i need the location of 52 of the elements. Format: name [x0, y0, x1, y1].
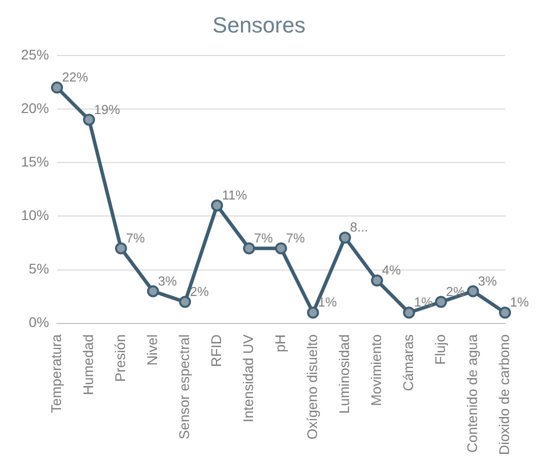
y-tick-label: 0% [28, 314, 50, 330]
x-tick-label: RFID [208, 334, 224, 368]
data-label: 11% [222, 188, 248, 203]
data-label: 7% [126, 230, 146, 246]
data-label: 7% [286, 230, 306, 246]
x-tick-label: Temperatura [48, 334, 64, 413]
y-tick-label: 15% [20, 153, 50, 170]
point [115, 242, 128, 254]
y-tick-label: 10% [20, 207, 50, 224]
x-tick-label: Oxígeno disuelto [304, 334, 320, 440]
point [83, 114, 96, 126]
y-tick-label: 25% [20, 46, 50, 62]
data-label: 2% [446, 284, 466, 300]
data-label: 3% [478, 273, 498, 288]
x-tick-label: Movimiento [368, 334, 384, 406]
y-tick-label: 20% [20, 100, 50, 116]
point [499, 306, 511, 319]
point [435, 296, 448, 308]
x-tick-label: Dioxido de carbono [496, 334, 512, 456]
data-label: 1% [318, 294, 338, 310]
x-tick-label: pH [272, 334, 288, 352]
x-tick-label: Contenido de agua [464, 334, 480, 453]
x-tick-label: Presión [112, 334, 128, 382]
point [371, 274, 384, 286]
data-label: 1% [510, 294, 530, 310]
x-tick-label: Luminosidad [336, 334, 352, 414]
point [467, 285, 479, 298]
x-tick-label: Sensor espectral [176, 334, 192, 440]
point [179, 296, 192, 308]
point [403, 306, 416, 319]
y-tick-label: 5% [28, 260, 50, 277]
x-tick-label: Nivel [144, 334, 160, 366]
x-tick-label: Intensidad UV [240, 334, 256, 422]
data-label: 19% [94, 102, 120, 117]
point [339, 232, 352, 244]
data-label: 8... [350, 220, 368, 235]
point [51, 82, 64, 94]
x-tick-label: Flujo [432, 334, 448, 365]
point [243, 242, 256, 254]
point [147, 285, 160, 298]
point [275, 242, 288, 254]
x-tick-label: Humedad [80, 334, 96, 396]
data-label: 3% [158, 273, 178, 288]
data-label: 1% [414, 294, 434, 310]
data-label: 4% [382, 262, 402, 278]
point [307, 306, 320, 319]
chart-title: Sensores [212, 12, 306, 38]
point [211, 199, 224, 212]
data-label: 2% [190, 284, 210, 300]
x-tick-label: Cámaras [400, 334, 416, 392]
data-label: 7% [254, 230, 274, 246]
data-label: 22% [62, 70, 88, 85]
